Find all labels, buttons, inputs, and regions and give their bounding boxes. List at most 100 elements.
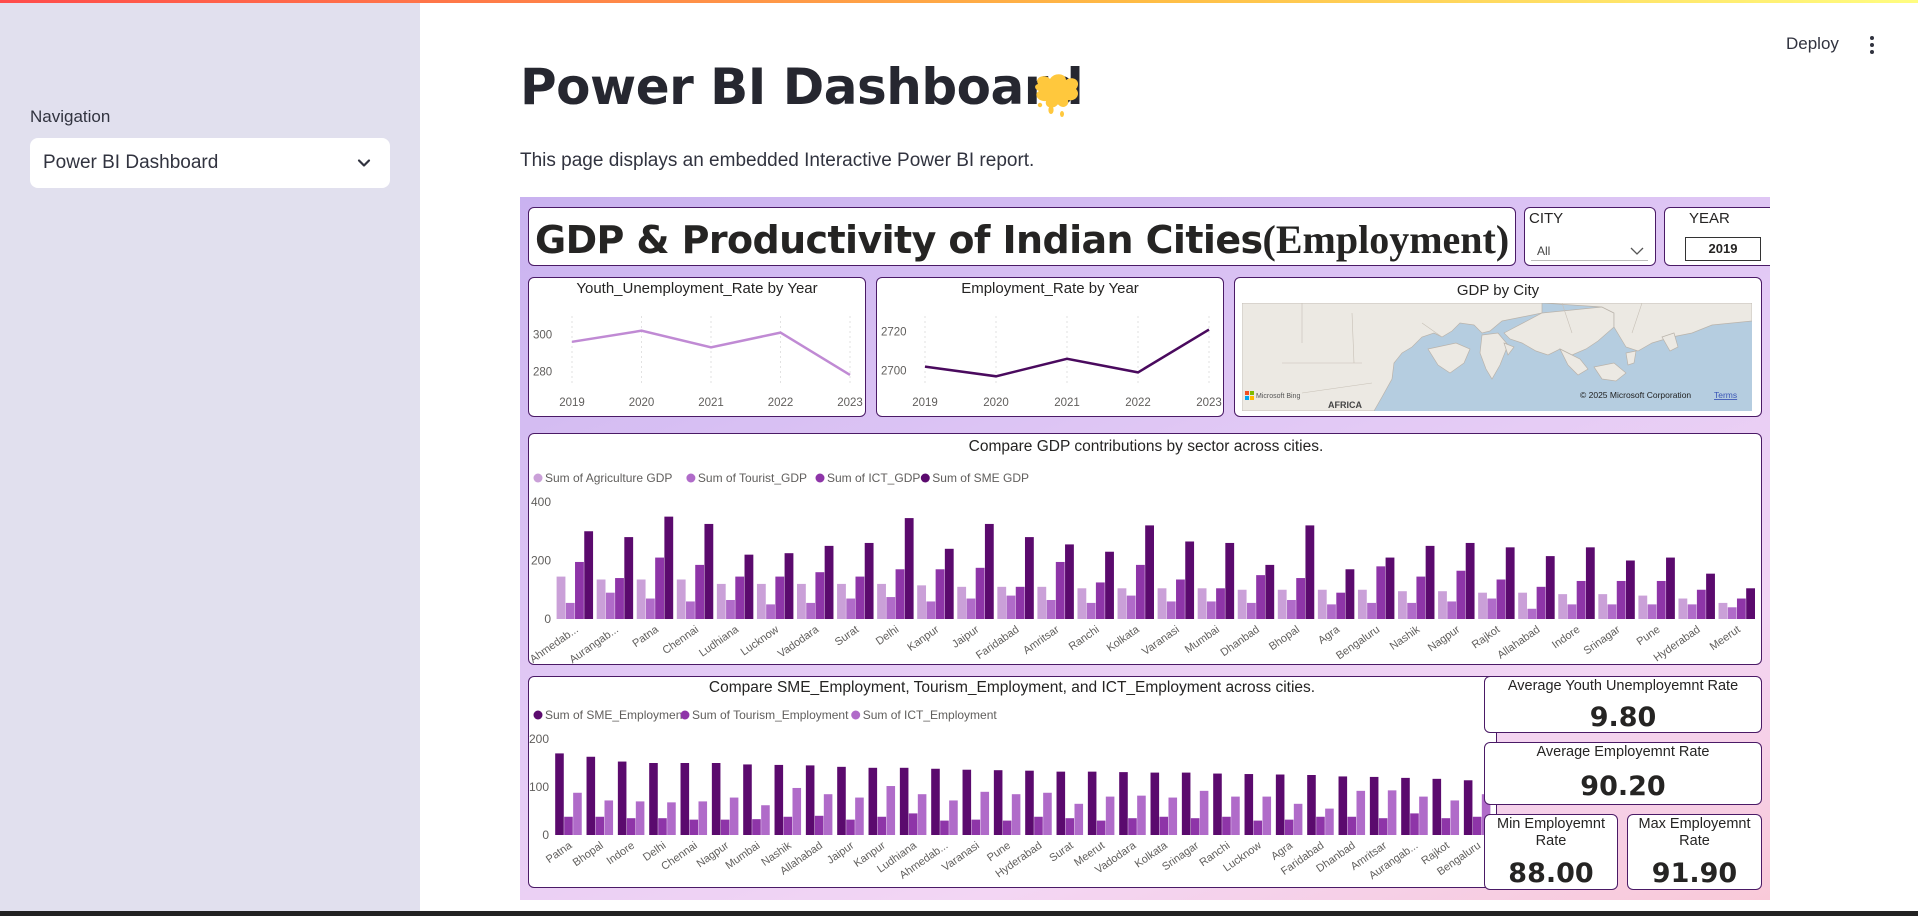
kpi-avg-youth-value: 9.80 [1589, 702, 1657, 733]
kpi-avg-emp-label: Average Employemnt Rate [1536, 744, 1710, 760]
bar [1025, 770, 1034, 835]
category-label: Nashik [1388, 623, 1423, 652]
kpi-max-emp-label: Max Employemnt Rate [1638, 816, 1751, 849]
bar [1407, 602, 1417, 619]
bar [584, 531, 594, 619]
bar [556, 576, 566, 619]
bar [1145, 525, 1154, 619]
bar [1718, 602, 1728, 619]
year-filter-card[interactable]: YEAR 2019 [1664, 207, 1770, 266]
bar [904, 518, 914, 619]
kpi-min-employment[interactable]: Min Employemnt Rate 88.00 [1484, 814, 1618, 890]
paint-splash-icon [1035, 74, 1079, 117]
category-label: Dhanbad [1218, 624, 1261, 659]
bar [837, 766, 846, 835]
report-title-card: GDP & Productivity of Indian Cities(Empl… [528, 207, 1516, 266]
bar [1307, 775, 1316, 835]
bar [774, 764, 784, 835]
category-label: Indore [605, 840, 637, 868]
bar [1253, 820, 1263, 835]
bar [806, 602, 816, 619]
bar [1181, 772, 1191, 835]
bar [1338, 776, 1348, 835]
bar [1727, 607, 1737, 619]
bar [895, 569, 905, 619]
bar [1166, 601, 1176, 619]
map-title: GDP by City [1456, 282, 1540, 299]
bar [940, 820, 949, 835]
chart-title: Compare GDP contributions by sector acro… [969, 438, 1324, 455]
navigation-label: Navigation [30, 107, 111, 126]
category-label: Srinagar [1160, 839, 1201, 873]
category-label: Meerut [1708, 624, 1743, 653]
bar [1117, 588, 1127, 619]
kpi-min-emp-value: 88.00 [1508, 858, 1594, 889]
bar [993, 770, 1003, 835]
bar [1077, 588, 1087, 619]
bar [980, 791, 990, 835]
bar [1126, 595, 1136, 619]
x-tick-label: 2020 [983, 397, 1009, 409]
bar [1043, 792, 1052, 835]
bar [1296, 578, 1306, 619]
bar [931, 768, 940, 835]
legend-item: Sum of Tourist_GDP [686, 471, 807, 485]
bar [695, 564, 705, 619]
kpi-avg-employment[interactable]: Average Employemnt Rate 90.20 [1484, 742, 1762, 805]
bar [766, 604, 775, 620]
bar [1327, 604, 1336, 620]
city-filter-value: All [1537, 244, 1551, 258]
legend-label: Sum of Tourist_GDP [698, 471, 807, 485]
bar [617, 761, 627, 835]
navigation-select[interactable]: Power BI Dashboard [30, 138, 390, 188]
map-terms-link[interactable]: Terms [1714, 390, 1737, 400]
power-bi-report[interactable]: GDP & Productivity of Indian Cities(Empl… [520, 197, 1770, 900]
bar [686, 601, 695, 619]
category-label: Amritsar [1021, 623, 1062, 657]
deploy-button[interactable]: Deploy [1786, 34, 1839, 53]
bar [1696, 589, 1706, 619]
bar [1277, 589, 1287, 619]
bar [1585, 547, 1595, 619]
kpi-avg-youth-unemployment[interactable]: Average Youth Unemployemnt Rate 9.80 [1484, 676, 1762, 733]
bar [1345, 569, 1355, 619]
bar [573, 792, 582, 835]
employment-rate-line-card[interactable]: Employment_Rate by Year 2019 2020 2021 2022 2… [876, 277, 1224, 417]
bar [667, 802, 676, 835]
chevron-right-icon[interactable] [1769, 241, 1770, 257]
bar [1087, 771, 1097, 835]
legend-item: Sum of ICT_Employment [851, 708, 997, 722]
gdp-map-card[interactable]: GDP by City Microsoft Bing AFRICA © 2025… [1234, 277, 1762, 417]
bar [1678, 598, 1688, 619]
category-label: Jaipur [950, 623, 982, 650]
gdp-sector-bar-card[interactable]: Compare GDP contributions by sector acro… [528, 433, 1762, 665]
city-filter-card[interactable]: CITY All [1524, 207, 1656, 266]
employment-sector-bar-card[interactable]: Compare SME_Employment, Tourism_Employme… [528, 676, 1497, 888]
bar [957, 586, 967, 619]
bar [886, 786, 896, 835]
world-map[interactable]: Microsoft Bing AFRICA © 2025 Microsoft C… [1242, 303, 1752, 411]
bar [1105, 551, 1114, 619]
city-filter-label: CITY [1529, 210, 1564, 227]
legend-item: Sum of Tourism_Employment [680, 708, 849, 722]
bar [1447, 601, 1457, 619]
legend-marker [680, 710, 690, 720]
youth-unemployment-line-card[interactable]: Youth_Unemployment_Rate by Year 2019 2020 2… [528, 277, 866, 417]
category-label: Surat [1047, 840, 1075, 865]
legend-label: Sum of Tourism_Employment [692, 708, 849, 722]
bar [596, 579, 606, 619]
legend-marker [815, 473, 825, 483]
chart-title: Compare SME_Employment, Tourism_Employme… [709, 679, 1315, 696]
bar [1687, 604, 1697, 620]
bar [792, 787, 802, 835]
bar [1095, 582, 1105, 619]
category-label: Delhi [874, 624, 901, 648]
bar [1293, 803, 1303, 835]
year-filter-value[interactable]: 2019 [1685, 237, 1761, 261]
legend-marker [686, 473, 696, 483]
kpi-max-employment[interactable]: Max Employemnt Rate 91.90 [1627, 814, 1762, 890]
bar [1011, 794, 1021, 835]
city-filter-dropdown[interactable]: All [1531, 240, 1648, 261]
more-options-icon[interactable] [1862, 34, 1882, 56]
legend-marker [533, 473, 543, 483]
